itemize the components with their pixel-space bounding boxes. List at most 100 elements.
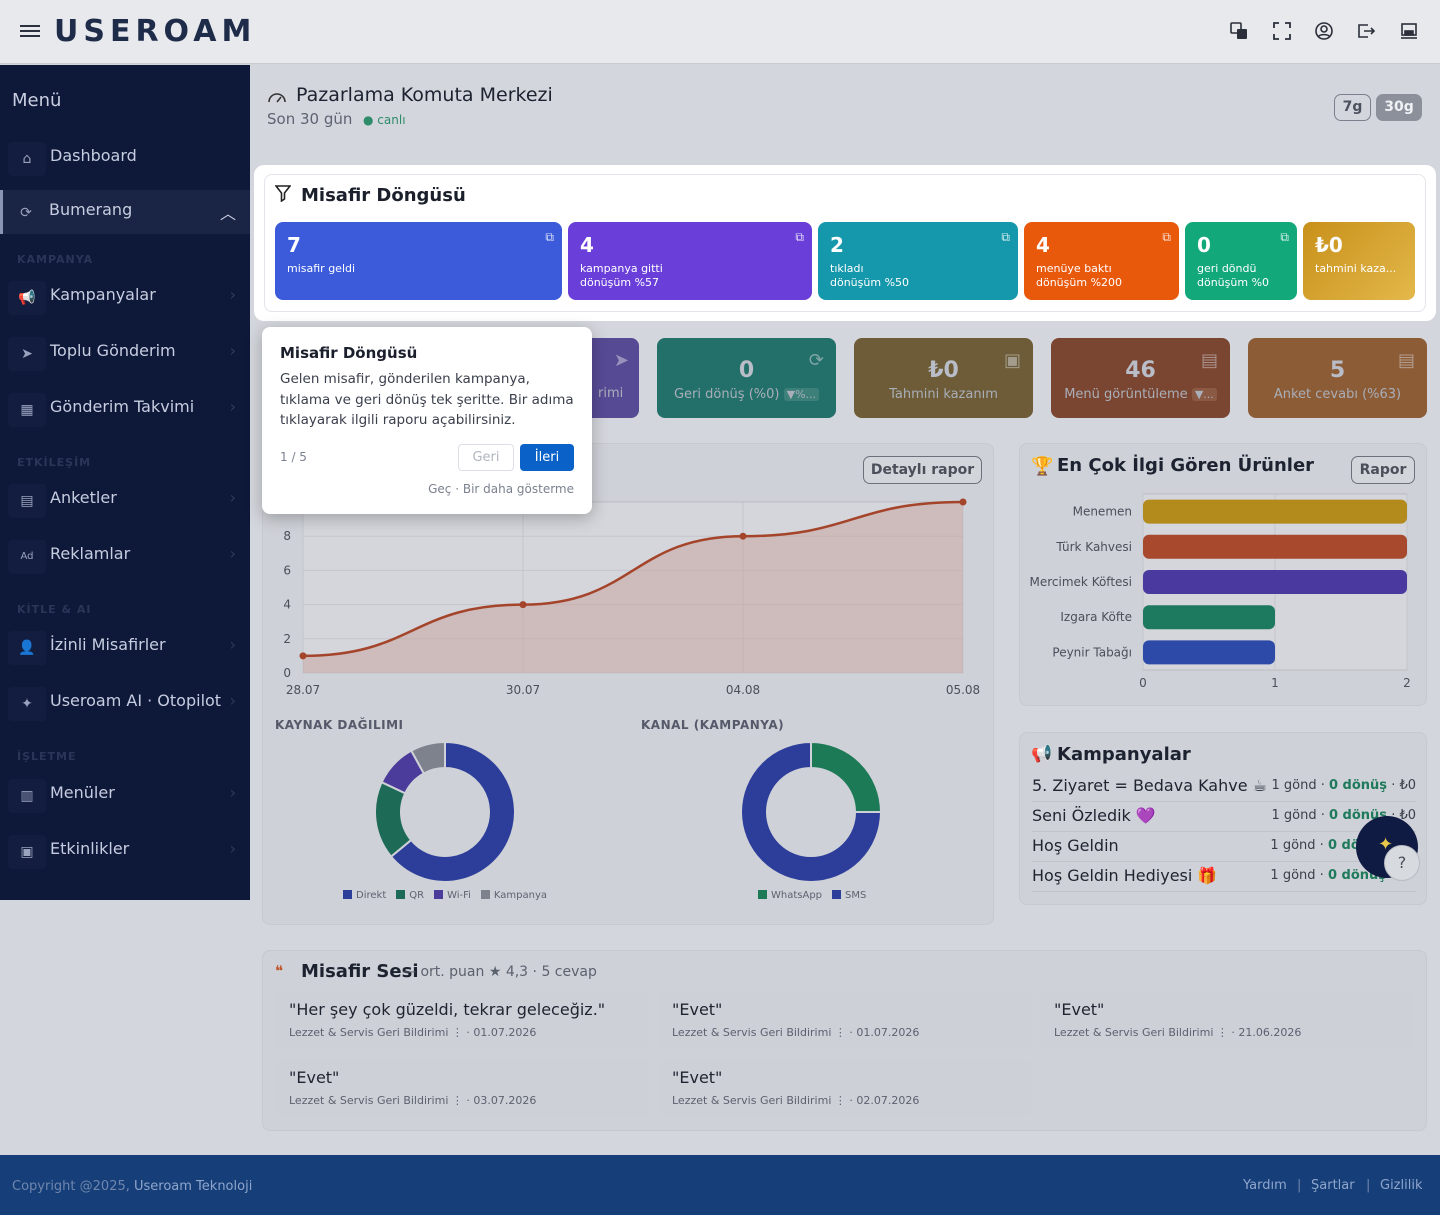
- x-tick-label: 0: [1139, 676, 1147, 690]
- sidebar-section-etkilesim: ETKİLEŞİM: [17, 456, 92, 469]
- funnel-step-returned[interactable]: 0 geri döndü dönüşüm %0 ⧉: [1185, 222, 1297, 300]
- chevron-right-icon: ›: [229, 783, 236, 802]
- sidebar-item-label: Menüler: [50, 783, 115, 802]
- legend-label: Kampanya: [493, 890, 548, 901]
- campaigns-panel: [1019, 732, 1427, 905]
- channel-legend: WhatsApp SMS: [758, 890, 876, 901]
- channel-donut-chart: [740, 740, 883, 883]
- bar: [1143, 534, 1407, 559]
- range-30d-button[interactable]: 30g: [1376, 94, 1422, 121]
- tour-next-button[interactable]: İleri: [520, 444, 574, 471]
- pie-slice: [409, 740, 446, 775]
- feedback-card[interactable]: "Evet" Lezzet & Servis Geri Bildirimi ⋮ …: [658, 992, 1032, 1048]
- copyright-text: Copyright @2025,: [12, 1179, 130, 1194]
- campaign-row[interactable]: Hoş Geldin 1 gönd · 0 dönüş: [1032, 832, 1416, 862]
- megaphone-icon: 📢: [1031, 744, 1053, 764]
- campaign-row[interactable]: 5. Ziyaret = Bedava Kahve ☕ 1 gönd · 0 d…: [1032, 772, 1416, 802]
- kpi-card-anket-cevabi[interactable]: ▤ 5 Anket cevabı (%63): [1248, 338, 1427, 418]
- legend-label: WhatsApp: [771, 890, 823, 901]
- sidebar-item-useroam-ai[interactable]: ✦ Useroam AI · Otopilot ›: [4, 681, 250, 725]
- funnel-title: Misafir Döngüsü: [301, 185, 466, 206]
- sidebar-item-anketler[interactable]: ▤ Anketler ›: [4, 478, 250, 522]
- sidebar: Menü ⌂ Dashboard ⟳ Bumerang ︿ KAMPANYA 📢…: [0, 65, 250, 900]
- tour-back-button[interactable]: Geri: [458, 444, 514, 471]
- legend-swatch: [434, 890, 444, 899]
- funnel-step-clicked[interactable]: 2 tıkladı dönüşüm %50 ⧉: [818, 222, 1018, 300]
- sidebar-item-reklamlar[interactable]: Ad Reklamlar ›: [4, 534, 250, 578]
- products-report-button[interactable]: Rapor: [1351, 456, 1415, 484]
- sidebar-item-etkinlikler[interactable]: ▣ Etkinlikler ›: [4, 829, 250, 873]
- funnel-step-visitors[interactable]: 7 misafir geldi ⧉: [275, 222, 562, 300]
- sidebar-item-label: Toplu Gönderim: [50, 341, 176, 360]
- detailed-report-button[interactable]: Detaylı rapor: [863, 456, 982, 484]
- x-tick-label: 1: [1271, 676, 1279, 690]
- funnel-step-estimated-revenue[interactable]: ₺0 tahmini kaza...: [1303, 222, 1415, 300]
- kpi-card-tahmini-kazanim[interactable]: ▣ ₺0 Tahmini kazanım: [854, 338, 1033, 418]
- bar: [1143, 640, 1275, 665]
- campaign-row[interactable]: Seni Özledik 💜 1 gönd · 0 dönüş · ₺0: [1032, 802, 1416, 832]
- campaign-earn: · ₺0: [1391, 778, 1416, 793]
- campaign-metrics: 1 gönd · 0 dönüş · ₺0: [1271, 778, 1416, 793]
- terms-link[interactable]: Şartlar: [1311, 1178, 1355, 1193]
- help-button[interactable]: ?: [1384, 845, 1420, 881]
- sidebar-item-label: İzinli Misafirler: [50, 635, 166, 654]
- chevron-up-icon: ︿: [219, 204, 236, 223]
- privacy-link[interactable]: Gizlilik: [1380, 1178, 1423, 1193]
- legend-swatch: [832, 890, 842, 899]
- feedback-card[interactable]: "Evet" Lezzet & Servis Geri Bildirimi ⋮ …: [275, 1060, 649, 1116]
- sidebar-item-dashboard[interactable]: ⌂ Dashboard: [4, 136, 250, 180]
- sidebar-item-gonderim-takvimi[interactable]: ▦ Gönderim Takvimi ›: [4, 387, 250, 431]
- tour-step-counter: 1 / 5: [280, 450, 307, 464]
- translate-icon[interactable]: [1229, 22, 1249, 42]
- footer-divider: |: [1366, 1178, 1371, 1193]
- funnel-step-menu-viewed[interactable]: 4 menüye baktı dönüşüm %200 ⧉: [1024, 222, 1179, 300]
- funnel-step-label: tahmini kaza...: [1315, 262, 1397, 275]
- feedback-card[interactable]: "Her şey çok güzeldi, tekrar geleceğiz."…: [275, 992, 649, 1048]
- funnel-step-value: 7: [287, 233, 301, 257]
- funnel-step-campaign-sent[interactable]: 4 kampanya gitti dönüşüm %57 ⧉: [568, 222, 812, 300]
- laptop-icon[interactable]: [1399, 22, 1419, 42]
- tour-skip-link[interactable]: Geç · Bir daha gösterme: [428, 482, 574, 496]
- user-icon[interactable]: [1314, 22, 1334, 42]
- bar: [1143, 499, 1407, 524]
- page-subtitle: Son 30 gün: [267, 110, 353, 128]
- campaign-name: 5. Ziyaret = Bedava Kahve ☕: [1032, 776, 1267, 795]
- feedback-quote: "Evet": [672, 1000, 723, 1019]
- kpi-label-text: Geri dönüş (%0): [673, 387, 780, 402]
- help-link[interactable]: Yardım: [1243, 1178, 1287, 1193]
- kpi-card-kampanya[interactable]: ➤ rimi: [580, 338, 639, 418]
- clipboard-icon: ▤: [1397, 350, 1415, 371]
- products-bar-chart: 0 1 2 Menemen Türk Kahvesi Mercimek Köftesi Iz…: [1030, 493, 1411, 690]
- kpi-label-text: Menü görüntüleme: [1064, 387, 1188, 402]
- sidebar-item-menuler[interactable]: ▥ Menüler ›: [4, 773, 250, 817]
- source-donut-chart: [374, 740, 516, 883]
- external-link-icon: ⧉: [795, 230, 804, 244]
- sidebar-item-izinli-misafirler[interactable]: 👤 İzinli Misafirler ›: [4, 625, 250, 669]
- logout-icon[interactable]: [1356, 22, 1376, 42]
- fullscreen-icon[interactable]: [1272, 22, 1292, 42]
- funnel-step-label: menüye baktı: [1036, 262, 1112, 275]
- sidebar-section-kitle-ai: KİTLE & AI: [17, 603, 92, 616]
- hamburger-menu-icon[interactable]: [20, 22, 40, 40]
- channel-distribution-label: KANAL (KAMPANYA): [641, 718, 785, 732]
- trend-line-chart: 0 2 4 6 8 28.07 30.07 04.08 05.08: [283, 498, 980, 697]
- app-logo[interactable]: USEROAM: [54, 14, 257, 49]
- chevron-right-icon: ›: [229, 691, 236, 710]
- sidebar-item-bumerang[interactable]: ⟳ Bumerang ︿: [0, 190, 250, 234]
- kpi-card-menu-goruntuleme[interactable]: ▤ 46 Menü görüntüleme ▼...: [1051, 338, 1230, 418]
- kpi-card-geri-donus[interactable]: ⟳ 0 Geri dönüş (%0) ▼%...: [657, 338, 836, 418]
- series-line: [302, 500, 964, 658]
- feedback-meta: Lezzet & Servis Geri Bildirimi ⋮ · 02.07…: [672, 1094, 920, 1107]
- range-7d-button[interactable]: 7g: [1334, 94, 1371, 121]
- source-distribution-label: KAYNAK DAĞILIMI: [275, 718, 404, 732]
- campaign-row[interactable]: Hoş Geldin Hediyesi 🎁 1 gönd · 0 dönüş: [1032, 862, 1416, 892]
- sidebar-item-toplu-gonderim[interactable]: ➤ Toplu Gönderim ›: [4, 331, 250, 375]
- filter-icon: [274, 185, 292, 207]
- company-link[interactable]: Useroam Teknoloji: [134, 1179, 253, 1194]
- feedback-card[interactable]: "Evet" Lezzet & Servis Geri Bildirimi ⋮ …: [658, 1060, 1032, 1116]
- gauge-icon: [267, 87, 287, 110]
- funnel-step-value: 0: [1197, 233, 1211, 257]
- sidebar-item-kampanyalar[interactable]: 📢 Kampanyalar ›: [4, 275, 250, 319]
- category-label: Menemen: [1073, 505, 1132, 519]
- feedback-card[interactable]: "Evet" Lezzet & Servis Geri Bildirimi ⋮ …: [1040, 992, 1414, 1048]
